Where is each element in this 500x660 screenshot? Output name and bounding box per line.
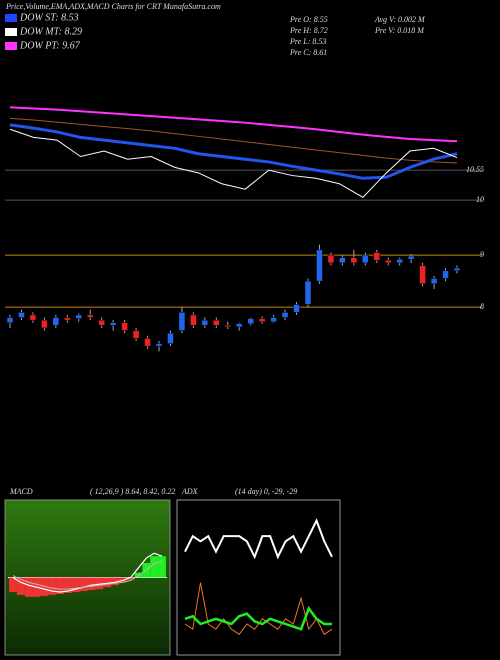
legend-swatch — [5, 28, 17, 36]
candle-body — [304, 280, 312, 305]
candle-body — [224, 325, 232, 328]
legend-label: DOW ST: 8.53 — [19, 12, 79, 23]
candle-body — [281, 312, 289, 318]
histogram-bar — [71, 577, 80, 593]
histogram-bar — [16, 577, 25, 595]
info-text: Pre V: 0.018 M — [374, 26, 425, 35]
candle-body — [327, 254, 335, 264]
histogram-bar — [63, 577, 72, 593]
series-line — [9, 117, 458, 164]
candle-body — [419, 265, 426, 284]
panel-subtitle: ( 12,26,9 ) 8.64, 8.42, 0.22 — [90, 487, 175, 496]
candle-body — [373, 252, 381, 261]
candle-body — [18, 312, 25, 318]
y-tick-label: 10 — [476, 195, 484, 204]
candle-body — [442, 270, 449, 279]
candle-body — [293, 304, 300, 313]
candle-body — [29, 314, 37, 321]
candle-body — [430, 278, 438, 284]
candle-body — [41, 319, 48, 329]
candle-body — [247, 318, 254, 325]
candle-body — [190, 314, 197, 326]
series-line — [9, 128, 458, 198]
histogram-bar — [48, 577, 57, 595]
legend-swatch — [5, 14, 17, 22]
histogram-bar — [103, 577, 112, 588]
candle-body — [144, 338, 151, 347]
candle-body — [350, 257, 358, 264]
candle-body — [270, 317, 277, 322]
candle-body — [75, 314, 83, 319]
candle-body — [235, 323, 243, 328]
candle-body — [6, 317, 14, 323]
candle-body — [213, 319, 220, 326]
info-text: Pre O: 8.55 — [289, 15, 328, 24]
histogram-bar — [158, 556, 166, 578]
candle-body — [258, 318, 266, 322]
panel-subtitle: (14 day) 0, -29, -29 — [235, 487, 297, 496]
candle-body — [178, 312, 186, 331]
candle-body — [98, 319, 105, 326]
histogram-bar — [126, 577, 135, 580]
histogram-bar — [24, 577, 33, 597]
candle-body — [407, 255, 415, 260]
candle-body — [339, 257, 346, 264]
info-text: Pre C: 8.61 — [289, 48, 327, 57]
y-tick-label: 8 — [480, 302, 484, 311]
y-tick-label: 9 — [480, 250, 484, 259]
histogram-bar — [56, 577, 64, 594]
panel-title: MACD — [9, 487, 33, 496]
candle-body — [52, 317, 60, 326]
legend-label: DOW MT: 8.29 — [19, 26, 82, 37]
series-line — [184, 605, 332, 631]
series-line — [9, 106, 458, 143]
series-line — [12, 560, 163, 590]
histogram-bar — [150, 556, 159, 578]
candle-body — [64, 317, 71, 321]
candle-body — [316, 249, 323, 282]
candle-body — [453, 267, 461, 271]
info-text: Avg V: 0.002 M — [374, 15, 426, 24]
candle-body — [167, 332, 174, 344]
histogram-bar — [9, 577, 17, 593]
y-tick-label: 10.55 — [466, 165, 484, 174]
candle-body — [132, 330, 140, 339]
page-title: Price,Volume,EMA,ADX,MACD Charts for CRT… — [5, 2, 221, 11]
candle-body — [155, 343, 163, 347]
histogram-bar — [95, 577, 104, 590]
panel-title: ADX — [181, 487, 199, 496]
histogram-bar — [87, 577, 96, 591]
candle-body — [201, 319, 209, 326]
legend-label: DOW PT: 9.67 — [19, 40, 81, 51]
candle-body — [384, 260, 392, 264]
candle-body — [396, 258, 403, 264]
candle-body — [362, 254, 369, 264]
histogram-bar — [79, 577, 88, 592]
candle-body — [109, 322, 117, 326]
legend-swatch — [5, 42, 17, 50]
histogram-bar — [111, 577, 119, 586]
info-text: Pre L: 8.53 — [289, 37, 326, 46]
series-line — [184, 518, 333, 560]
candle-body — [121, 322, 128, 331]
info-text: Pre H: 8.72 — [289, 26, 328, 35]
candle-body — [86, 314, 94, 318]
